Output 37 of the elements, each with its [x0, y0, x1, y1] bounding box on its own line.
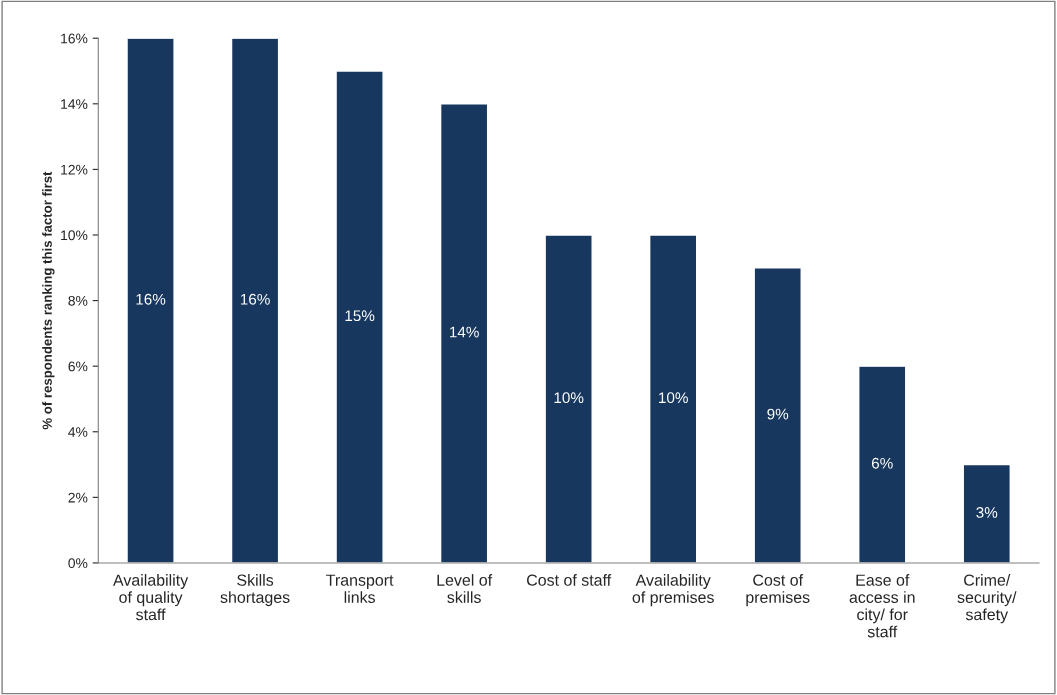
bar [962, 463, 1011, 563]
x-tick-label: Availability of quality staff [113, 574, 189, 621]
bar [648, 234, 698, 563]
y-tick-label: 6% [68, 361, 88, 372]
x-tick-label: Transport links [326, 574, 394, 603]
bar [753, 267, 802, 563]
data-label: 16% [136, 293, 166, 305]
y-tick-label: 0% [68, 558, 88, 569]
y-axis-title: % of respondents ranking this factor first [42, 171, 55, 430]
data-label: 15% [345, 310, 375, 322]
x-tick-label: Cost of staff [527, 574, 612, 586]
data-label: 3% [976, 507, 998, 518]
data-label: 9% [767, 408, 789, 420]
data-label: 16% [240, 293, 270, 305]
x-tick-label: Ease of access in city/ for staff [849, 574, 915, 638]
bar [544, 234, 593, 563]
data-label: 14% [450, 326, 479, 338]
x-tick-label: Cost of premises [746, 574, 810, 607]
x-tick-label: Crime/ security/ safety [957, 574, 1017, 624]
bar [858, 365, 907, 563]
data-label: 6% [871, 457, 893, 469]
y-tick-label: 14% [61, 99, 88, 109]
y-tick-label: 4% [68, 427, 88, 437]
y-tick-label: 8% [68, 295, 88, 306]
bar [335, 70, 384, 563]
data-label: 10% [659, 392, 688, 404]
y-tick-label: 12% [61, 164, 88, 175]
x-tick-label: Level of skills [437, 574, 493, 603]
data-label: 10% [554, 392, 584, 404]
y-tick-label: 16% [61, 33, 88, 44]
y-tick-label: 10% [61, 230, 88, 241]
bar [439, 103, 489, 563]
bar [126, 38, 175, 563]
y-tick-label: 2% [68, 492, 88, 503]
bar [230, 38, 280, 563]
x-tick-label: Availability of premises [632, 574, 714, 607]
x-tick-label: Skills shortages [220, 574, 290, 607]
